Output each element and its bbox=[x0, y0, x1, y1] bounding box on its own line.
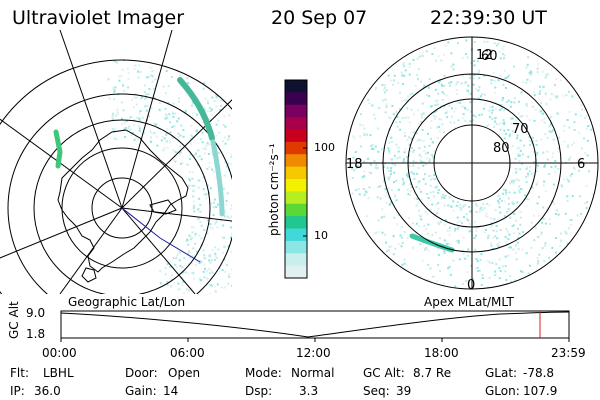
geographic-caption: Geographic Lat/Lon bbox=[68, 295, 185, 309]
magnetic-pole-line bbox=[121, 207, 201, 263]
colorbar-segment bbox=[285, 141, 307, 155]
door-value: Open bbox=[168, 366, 200, 380]
colorbar bbox=[284, 79, 308, 279]
flt-value: LBHL bbox=[43, 366, 74, 380]
gain-label: Gain: bbox=[125, 384, 157, 398]
meridian bbox=[121, 207, 196, 294]
altitude-timeline: GC Alt 9.0 1.8 00:00 06:00 12:00 18:00 2… bbox=[7, 301, 586, 360]
colorbar-segment bbox=[285, 191, 307, 205]
altitude-tick-9: 9.0 bbox=[26, 306, 45, 320]
observation-time: 22:39:30 UT bbox=[430, 7, 547, 29]
dsp-value: 3.3 bbox=[299, 384, 318, 398]
time-tick-1800: 18:00 bbox=[424, 346, 459, 360]
colorbar-segment bbox=[285, 179, 307, 192]
mode-value: Normal bbox=[291, 366, 334, 380]
time-tick-0600: 06:00 bbox=[170, 346, 205, 360]
glat-value: -78.8 bbox=[523, 366, 554, 380]
glon-label: GLon: bbox=[485, 384, 520, 398]
ice-shelf bbox=[149, 199, 177, 215]
antarctica-coastline bbox=[57, 129, 189, 273]
colorbar-segment bbox=[285, 104, 307, 118]
gcalt-label: GC Alt: bbox=[363, 366, 405, 380]
glon-value: 107.9 bbox=[523, 384, 557, 398]
time-tick-1200: 12:00 bbox=[296, 346, 331, 360]
mlt-label-12: 12 bbox=[476, 48, 493, 63]
lat-circle bbox=[0, 59, 232, 294]
altitude-tick-1.8: 1.8 bbox=[26, 327, 45, 341]
geographic-map bbox=[0, 30, 232, 294]
timeline-frame bbox=[60, 310, 570, 339]
left-aurora-speckle bbox=[107, 59, 232, 294]
right-aurora-speckle bbox=[351, 39, 597, 288]
meridian bbox=[0, 207, 123, 259]
altitude-axis-label: GC Alt bbox=[7, 301, 21, 339]
colorbar-segment bbox=[285, 166, 307, 180]
colorbar-label: photon cm⁻²s⁻¹ bbox=[267, 143, 281, 236]
colorbar-segment bbox=[285, 253, 307, 267]
seq-value: 39 bbox=[396, 384, 411, 398]
colorbar-segment bbox=[285, 228, 307, 242]
colorbar-segment bbox=[285, 92, 307, 106]
meridian bbox=[59, 207, 123, 294]
parameter-footer: Flt: LBHL Door: Open Mode: Normal GC Alt… bbox=[10, 366, 557, 398]
mlt-label-0: 0 bbox=[467, 278, 475, 293]
aurora-arc-east bbox=[177, 77, 215, 141]
aurora-arc-east-faint bbox=[210, 139, 225, 217]
observation-date: 20 Sep 07 bbox=[271, 7, 368, 29]
aurora-arc-west bbox=[53, 129, 63, 169]
colorbar-segment bbox=[285, 80, 307, 93]
apex-caption: Apex MLat/MLT bbox=[424, 295, 514, 309]
gcalt-value: 8.7 Re bbox=[413, 366, 451, 380]
time-tick-0000: 00:00 bbox=[42, 346, 77, 360]
peninsula bbox=[81, 267, 97, 283]
lat-circle bbox=[33, 119, 211, 294]
colorbar-frame bbox=[284, 79, 308, 279]
lat-circle bbox=[61, 147, 183, 269]
ip-value: 36.0 bbox=[34, 384, 61, 398]
mlat-label-60: 60 bbox=[481, 49, 498, 64]
meridian bbox=[121, 207, 232, 222]
colorbar-segment bbox=[285, 203, 307, 217]
meridian bbox=[0, 118, 123, 209]
colorbar-segment bbox=[285, 265, 307, 279]
seq-label: Seq: bbox=[363, 384, 390, 398]
flt-label: Flt: bbox=[10, 366, 29, 380]
ip-label: IP: bbox=[10, 384, 25, 398]
colorbar-segment bbox=[285, 154, 307, 168]
mlt-label-18: 18 bbox=[346, 157, 363, 172]
magnetic-polar-map: 60 70 80 12 18 6 0 bbox=[345, 36, 599, 293]
colorbar-segment bbox=[285, 216, 307, 230]
gain-value: 14 bbox=[163, 384, 178, 398]
glat-label: GLat: bbox=[485, 366, 517, 380]
meridian bbox=[121, 30, 173, 209]
meridian bbox=[121, 99, 232, 209]
colorbar-segment bbox=[285, 117, 307, 131]
mlat-label-80: 80 bbox=[493, 141, 510, 156]
colorbar-segment bbox=[285, 240, 307, 254]
mlat-label-70: 70 bbox=[512, 122, 529, 137]
time-tick-2359: 23:59 bbox=[551, 346, 586, 360]
colorbar-segment bbox=[285, 129, 307, 143]
instrument-title: Ultraviolet Imager bbox=[12, 7, 185, 29]
mlt-label-6: 6 bbox=[577, 157, 585, 172]
colorbar-tick-10: 10 bbox=[314, 229, 328, 242]
altitude-curve bbox=[60, 311, 570, 338]
mode-label: Mode: bbox=[245, 366, 282, 380]
colorbar-tick-100: 100 bbox=[314, 141, 335, 154]
lat-circle bbox=[7, 93, 232, 294]
dsp-label: Dsp: bbox=[245, 384, 272, 398]
door-label: Door: bbox=[125, 366, 158, 380]
meridian bbox=[59, 30, 123, 209]
